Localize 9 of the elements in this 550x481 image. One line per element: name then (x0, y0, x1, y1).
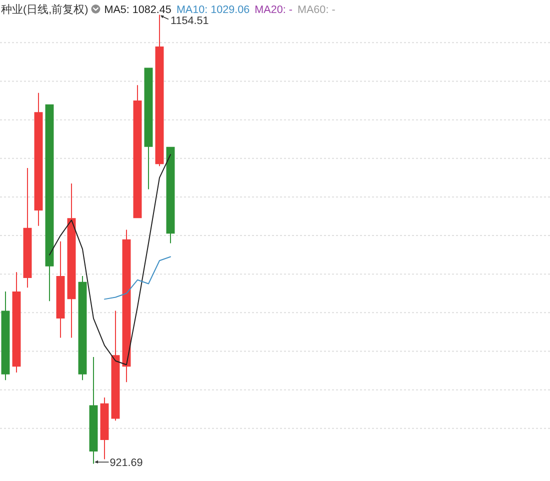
candlestick (155, 14, 164, 166)
chart-title: 种业(日线,前复权) (1, 3, 88, 16)
legend-label: MA60: - (297, 4, 336, 16)
annotation: 921.69 (110, 457, 143, 470)
text: MA5: 1082.45 (104, 4, 172, 16)
text: MA10: 1029.06 (176, 4, 250, 16)
candlestick (89, 357, 98, 464)
annotation: 1154.51 (170, 15, 209, 28)
legend-label: MA20: - (254, 4, 293, 16)
